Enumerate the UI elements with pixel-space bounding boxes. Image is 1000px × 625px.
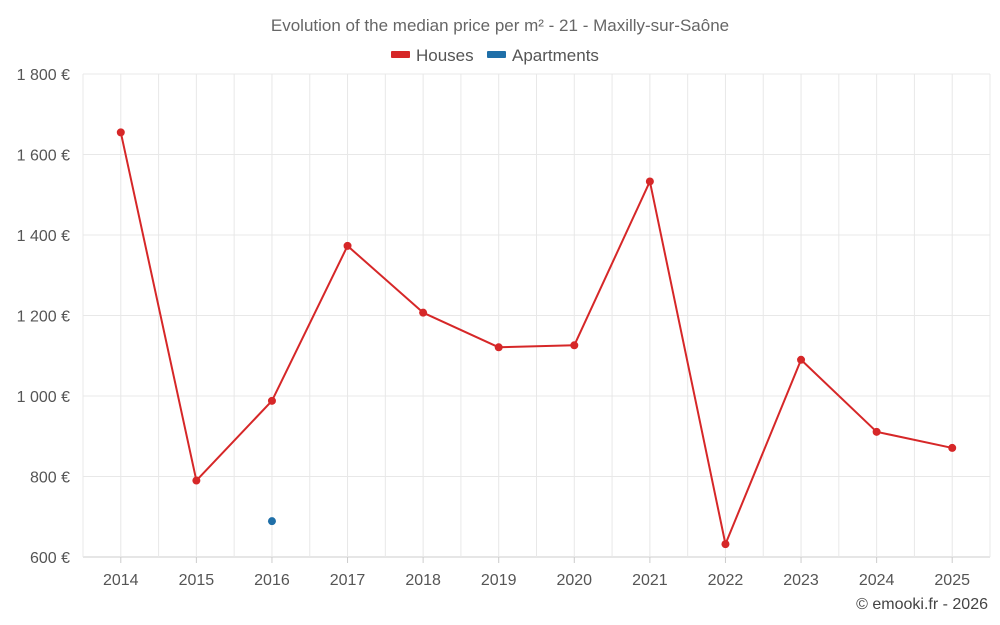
x-tick-label: 2018 [405, 572, 441, 589]
x-tick-label: 2021 [632, 572, 668, 589]
y-axis-ticks: 600 € 800 € 1 000 € 1 200 € 1 400 € 1 600 € 1 … [17, 67, 70, 567]
data-point-apartments-2016[interactable] [267, 517, 276, 526]
data-point-houses-2025[interactable] [948, 443, 957, 452]
series-line-houses [119, 132, 953, 546]
series [116, 128, 957, 549]
y-tick-label: 1 400 € [17, 228, 70, 245]
chart-title: Evolution of the median price per m² - 2… [271, 16, 729, 35]
data-point-houses-2021[interactable] [645, 177, 654, 186]
x-tick-label: 2019 [481, 572, 517, 589]
data-point-houses-2022[interactable] [721, 540, 730, 549]
y-tick-label: 1 000 € [17, 389, 70, 406]
data-point-houses-2019[interactable] [494, 343, 503, 352]
legend-item-apartments[interactable]: Apartments [487, 46, 599, 65]
data-point-houses-2016[interactable] [267, 396, 276, 405]
y-tick-label: 1 200 € [17, 309, 70, 326]
data-point-houses-2015[interactable] [192, 476, 201, 485]
x-tick-label: 2017 [330, 572, 366, 589]
x-tick-label: 2016 [254, 572, 290, 589]
legend-item-houses[interactable]: Houses [391, 46, 474, 65]
x-tick-label: 2014 [103, 572, 139, 589]
x-tick-label: 2024 [859, 572, 895, 589]
legend-swatch-apartments [487, 51, 506, 58]
x-tick-label: 2015 [179, 572, 215, 589]
data-point-houses-2018[interactable] [419, 308, 428, 317]
data-point-houses-2023[interactable] [797, 355, 806, 364]
y-tick-label: 800 € [30, 470, 70, 487]
data-point-houses-2014[interactable] [116, 128, 125, 137]
legend-swatch-houses [391, 51, 410, 58]
grid [82, 73, 991, 558]
x-tick-label: 2023 [783, 572, 819, 589]
x-tick-label: 2022 [708, 572, 744, 589]
x-axis-ticks: 2014 2015 2016 2017 2018 2019 2020 2021 2022 2023… [103, 557, 970, 589]
legend-label-houses: Houses [416, 46, 474, 65]
y-tick-label: 1 800 € [17, 67, 70, 84]
x-tick-label: 2025 [934, 572, 970, 589]
y-tick-label: 600 € [30, 550, 70, 567]
legend-label-apartments: Apartments [512, 46, 599, 65]
x-tick-label: 2020 [556, 572, 592, 589]
data-point-houses-2020[interactable] [570, 341, 579, 350]
credit-text: © emooki.fr - 2026 [856, 596, 988, 613]
data-point-houses-2017[interactable] [343, 241, 352, 250]
y-tick-label: 1 600 € [17, 148, 70, 165]
legend: Houses Apartments [391, 46, 599, 65]
data-point-houses-2024[interactable] [872, 427, 881, 436]
